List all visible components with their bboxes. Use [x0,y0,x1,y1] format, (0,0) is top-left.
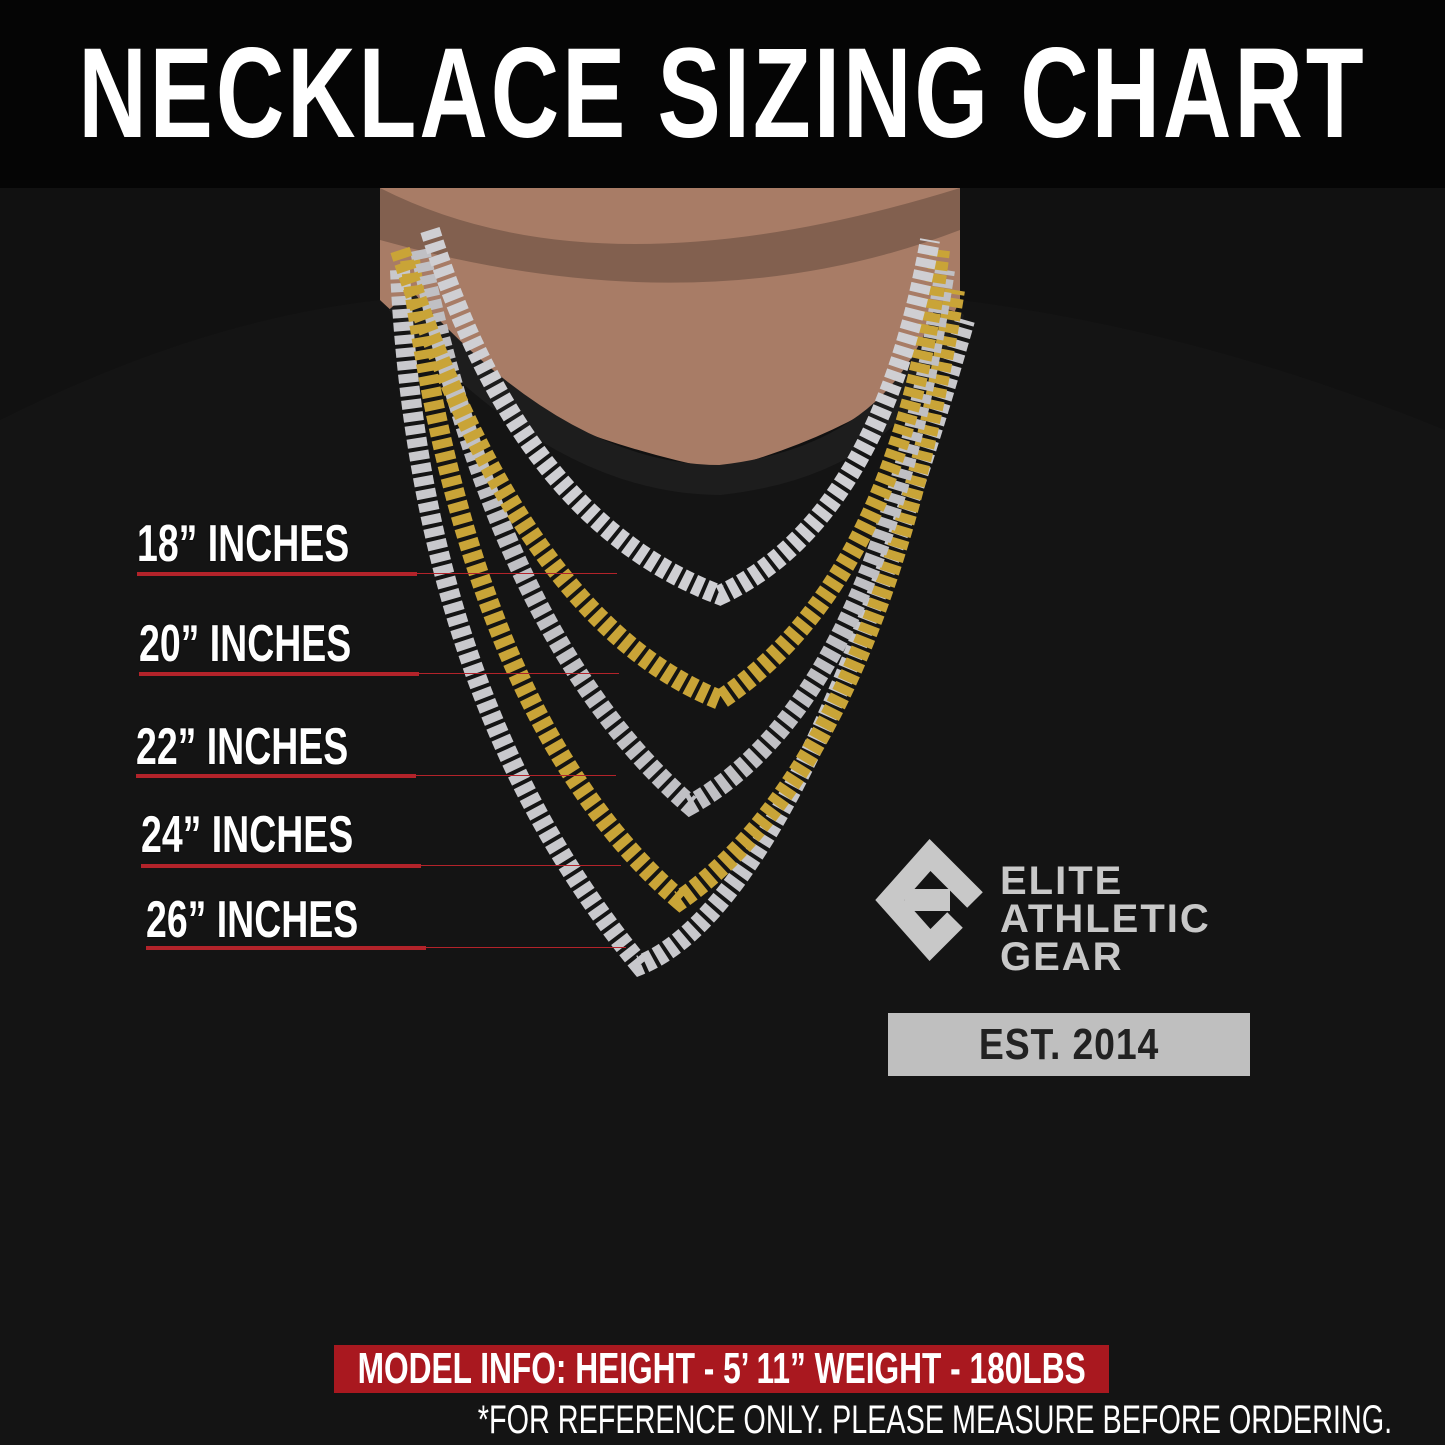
size-line-20 [139,672,619,676]
size-line-22 [136,774,616,778]
chain-20 [390,246,950,712]
size-label-24: 24” INCHES [141,806,354,864]
page-title: NECKLACE SIZING CHART [78,22,1367,165]
model-photo [0,188,1445,1445]
size-line-24 [141,864,621,868]
size-label-22: 22” INCHES [136,718,349,776]
size-line-18 [137,572,617,576]
brand-line-2: ATHLETIC [1000,897,1211,941]
beard-shadow [380,188,960,283]
model-info-banner: MODEL INFO: HEIGHT - 5’ 11” WEIGHT - 180… [334,1344,1109,1393]
est-badge: EST. 2014 [888,1013,1250,1076]
brand-line-3: GEAR [1000,935,1124,979]
brand-text: ELITE ATHLETIC GEAR [1000,859,1211,979]
size-label-18: 18” INCHES [137,515,350,573]
chain-18 [420,227,940,606]
chain-22 [410,247,955,818]
chains [390,227,975,978]
chain-24 [400,258,965,913]
size-label-26: 26” INCHES [146,891,359,949]
disclaimer-text: *FOR REFERENCE ONLY. PLEASE MEASURE BEFO… [477,1398,1393,1442]
elite-logo-mark [875,838,983,962]
size-line-26 [146,946,626,950]
header: NECKLACE SIZING CHART [0,0,1445,188]
est-text: EST. 2014 [978,1019,1160,1069]
size-label-20: 20” INCHES [139,615,352,673]
model-info-text: MODEL INFO: HEIGHT - 5’ 11” WEIGHT - 180… [357,1344,1086,1393]
disclaimer: *FOR REFERENCE ONLY. PLEASE MEASURE BEFO… [300,1398,1392,1443]
brand-line-1: ELITE [1000,859,1124,903]
